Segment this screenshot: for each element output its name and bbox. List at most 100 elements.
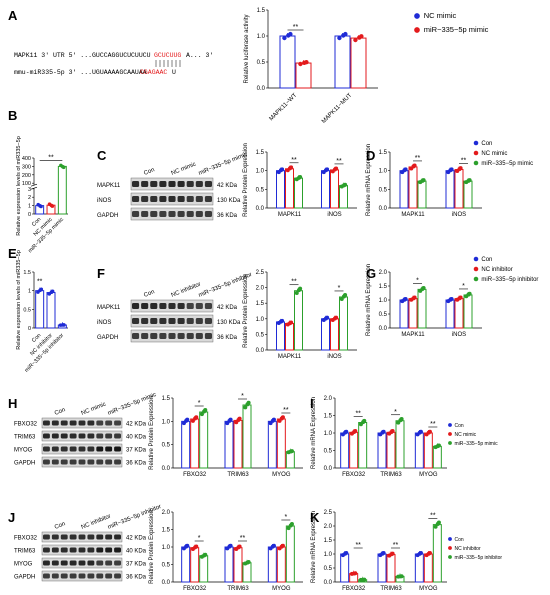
- bar: [181, 546, 191, 583]
- panel-label-a: A: [8, 8, 18, 23]
- y-tick-label: 0.5: [256, 332, 265, 338]
- blot-band: [132, 333, 140, 339]
- blot-band: [60, 459, 68, 465]
- y-tick-label: 2.0: [324, 396, 333, 402]
- blot-band: [168, 303, 176, 309]
- blot-band: [204, 333, 212, 339]
- legend-entry: Con: [481, 257, 492, 263]
- significance-label: *: [198, 400, 201, 407]
- y-axis-label: Relative mRNA Expression: [311, 397, 317, 469]
- blot-band: [87, 433, 95, 439]
- blot-band: [177, 181, 185, 187]
- blot-band-label: iNOS: [97, 320, 111, 326]
- y-tick-label: 100: [22, 181, 31, 187]
- y-tick-label: 1.0: [257, 34, 266, 40]
- y-axis-label: Relative luciferase activity: [244, 14, 250, 83]
- data-point: [353, 429, 358, 434]
- blot-band: [195, 318, 203, 324]
- bar: [432, 524, 442, 583]
- y-tick-label: 1.5: [379, 150, 388, 156]
- x-tick-label: Con: [31, 217, 42, 228]
- blot-lane-label: NC mimic: [81, 402, 107, 417]
- blot-kda-label: 42 KDa: [217, 183, 238, 189]
- significance-label: **: [430, 513, 436, 520]
- data-point: [294, 290, 299, 295]
- blot-band: [195, 333, 203, 339]
- y-tick-label: 1.0: [324, 552, 333, 558]
- x-tick-label: FBXO32: [183, 586, 207, 592]
- x-tick-label: MAPK11: [278, 354, 302, 360]
- blot-band: [96, 420, 104, 426]
- bar: [432, 445, 442, 469]
- significance-label: **: [48, 154, 54, 161]
- bar: [242, 562, 252, 583]
- blot-band: [51, 420, 59, 426]
- blot-band: [51, 433, 59, 439]
- blot-band: [204, 318, 212, 324]
- y-axis-label: Relative mRNA Expression: [311, 511, 317, 583]
- bar: [399, 299, 409, 329]
- blot-band: [132, 211, 140, 217]
- blot-band: [141, 211, 149, 217]
- utr-sequence-prefix: MAPK11 3' UTR 5' ...GUCCAGGUCUCUUCU: [14, 52, 151, 59]
- significance-label: **: [430, 421, 436, 428]
- blot-band-label: TRIM63: [14, 549, 36, 555]
- bar: [417, 288, 427, 329]
- y-tick-label: 0.5: [379, 187, 388, 193]
- blot-band: [105, 547, 113, 553]
- bar: [224, 546, 234, 583]
- panel-label-e: E: [8, 246, 17, 261]
- legend-marker: [414, 13, 420, 19]
- bar: [377, 432, 387, 469]
- y-tick-label: 0.5: [379, 312, 388, 318]
- blot-band: [150, 211, 158, 217]
- blot-lane-label: Con: [143, 289, 155, 299]
- blot-band: [69, 534, 77, 540]
- panel-label-g: G: [366, 266, 376, 281]
- bar: [285, 525, 295, 583]
- chart-k: 0.0 0.5 1.0 1.5 2.0 2.5 Relative mRNA Expressi…: [311, 510, 447, 592]
- data-point: [50, 289, 55, 294]
- data-point: [390, 551, 395, 556]
- bar: [46, 292, 56, 329]
- blot-band: [132, 181, 140, 187]
- blot-band: [141, 333, 149, 339]
- y-tick-label: 0.0: [256, 206, 265, 212]
- data-point: [421, 285, 426, 290]
- y-axis-label: Relative Protein Expression: [149, 396, 155, 470]
- legend-entry: miR−335−5p mimic: [455, 441, 499, 447]
- y-axis-label: Relative Protein Expression: [243, 274, 249, 348]
- data-point: [344, 550, 349, 555]
- blot-band: [159, 196, 167, 202]
- y-tick-label: 0.0: [162, 466, 171, 472]
- blot-band: [168, 318, 176, 324]
- bar: [350, 37, 367, 89]
- chart-h: 0.0 0.5 1.0 1.5 Relative Protein Expression *…: [149, 393, 303, 478]
- x-tick-label: TRIM63: [227, 586, 249, 592]
- utr-sequence-suffix: A... 3': [186, 52, 213, 59]
- data-point: [390, 429, 395, 434]
- blot-band: [195, 211, 203, 217]
- blot-band: [159, 318, 167, 324]
- data-point: [449, 167, 454, 172]
- bar: [294, 177, 303, 209]
- blot-band: [51, 547, 59, 553]
- data-point: [399, 574, 404, 579]
- data-point: [203, 552, 208, 557]
- blot-band-label: FBXO32: [14, 536, 38, 542]
- blot-band: [177, 318, 185, 324]
- data-point: [381, 550, 386, 555]
- y-tick-label: 1.0: [324, 431, 333, 437]
- blot-band: [69, 573, 77, 579]
- y-tick-label: 0.0: [162, 580, 171, 586]
- data-point: [359, 34, 364, 39]
- bar: [35, 290, 45, 329]
- data-point: [271, 543, 276, 548]
- significance-label: **: [393, 542, 399, 549]
- blot-kda-label: 36 KDa: [126, 461, 147, 467]
- blot-band: [204, 196, 212, 202]
- blot-band: [114, 547, 121, 553]
- blot-kda-label: 42 KDa: [126, 536, 147, 542]
- data-point: [412, 295, 417, 300]
